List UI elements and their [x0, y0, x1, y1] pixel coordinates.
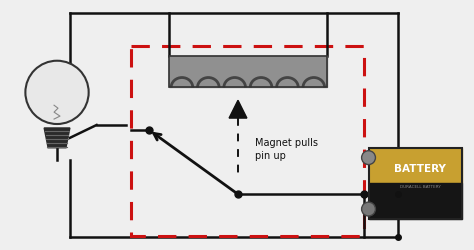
Text: Magnet pulls
pin up: Magnet pulls pin up: [255, 138, 318, 161]
Text: DURACELL BATTERY: DURACELL BATTERY: [400, 185, 441, 189]
Bar: [169, 56, 327, 88]
Bar: [169, 56, 327, 88]
Bar: [368, 148, 463, 219]
Bar: [368, 183, 463, 219]
Polygon shape: [229, 100, 247, 118]
Text: BATTERY: BATTERY: [394, 164, 446, 174]
Polygon shape: [44, 128, 70, 148]
Circle shape: [362, 202, 375, 216]
Circle shape: [26, 61, 89, 124]
Bar: [368, 148, 463, 183]
Circle shape: [362, 151, 375, 164]
Bar: [131, 46, 364, 236]
